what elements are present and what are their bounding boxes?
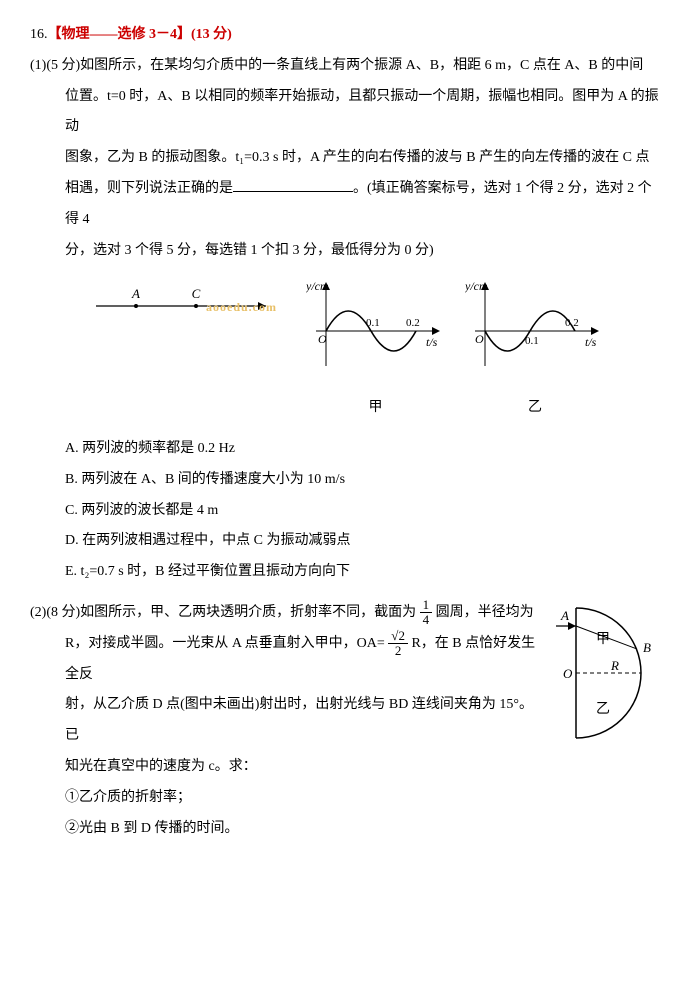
q2-sub1: ①乙介质的折射率； bbox=[30, 783, 661, 814]
tick2-yi: 0.2 bbox=[565, 317, 579, 329]
q2-l2a: R，对接成半圆。一光束从 A 点垂直射入甲中，OA= bbox=[65, 636, 385, 651]
diag-B: B bbox=[643, 640, 651, 655]
diag-jia: 甲 bbox=[596, 632, 610, 647]
tick1-jia: 0.1 bbox=[366, 317, 380, 329]
diag-O: O bbox=[563, 666, 573, 681]
label-A: A bbox=[131, 286, 140, 301]
origin-yi: O bbox=[475, 332, 484, 346]
opt-C: C. 两列波的波长都是 4 m bbox=[30, 496, 661, 527]
watermark: aooedu.com bbox=[206, 294, 277, 320]
q2-block: A B O R 甲 乙 (2)(8 分)如图所示，甲、乙两块透明介质，折射率不同… bbox=[30, 598, 661, 844]
q1-line5: 分，选对 3 个得 5 分，每选错 1 个扣 3 分，最低得分为 0 分) bbox=[30, 236, 661, 267]
question-header: 16.【物理——选修 3－4】(13 分) bbox=[30, 20, 661, 51]
tick1-yi: 0.1 bbox=[525, 335, 539, 347]
line-diagram: A C aooedu.com bbox=[86, 276, 286, 349]
frac-sqrt: √22 bbox=[388, 629, 408, 659]
xlabel-jia: t/s bbox=[426, 335, 438, 349]
q1-line4: 相遇，则下列说法正确的是。(填正确答案标号，选对 1 个得 2 分，选对 2 个… bbox=[30, 174, 661, 236]
q1-line1: (1)(5 分)如图所示，在某均匀介质中的一条直线上有两个振源 A、B，相距 6… bbox=[30, 51, 661, 82]
q-title: 【物理——选修 3－4】(13 分) bbox=[48, 27, 232, 42]
semicircle-svg: A B O R 甲 乙 bbox=[551, 598, 661, 748]
opt-D: D. 在两列波相遇过程中，中点 C 为振动减弱点 bbox=[30, 526, 661, 557]
q2-sub2: ②光由 B 到 D 传播的时间。 bbox=[30, 814, 661, 845]
origin-jia: O bbox=[318, 332, 327, 346]
q2-l1b: 圆周，半径均为 bbox=[436, 605, 534, 620]
xlabel-yi: t/s bbox=[585, 335, 597, 349]
q1-block: (1)(5 分)如图所示，在某均匀介质中的一条直线上有两个振源 A、B，相距 6… bbox=[30, 51, 661, 588]
q1-line4a: 相遇，则下列说法正确的是 bbox=[65, 181, 233, 196]
ylabel-yi: y/cm bbox=[465, 279, 488, 293]
caption-yi: 乙 bbox=[465, 393, 605, 424]
frac-quarter: 14 bbox=[420, 598, 433, 628]
label-C: C bbox=[192, 286, 201, 301]
caption-jia: 甲 bbox=[306, 393, 446, 424]
q1-line2: 位置。t=0 时，A、B 以相同的频率开始振动，且都只振动一个周期，振幅也相同。… bbox=[30, 82, 661, 144]
q2-l1a: (2)(8 分)如图所示，甲、乙两块透明介质，折射率不同，截面为 bbox=[30, 605, 416, 620]
figure-row: A C aooedu.com y/cm t/s 0.1 0.2 O 甲 bbox=[30, 276, 661, 424]
opt-A: A. 两列波的频率都是 0.2 Hz bbox=[30, 434, 661, 465]
graph-yi: y/cm t/s 0.1 0.2 O 乙 bbox=[465, 276, 605, 424]
diag-R: R bbox=[610, 658, 619, 673]
ylabel-jia: y/cm bbox=[306, 279, 329, 293]
graph-yi-svg: y/cm t/s 0.1 0.2 O bbox=[465, 276, 605, 376]
diag-yi: 乙 bbox=[596, 701, 610, 717]
opt-B: B. 两列波在 A、B 间的传播速度大小为 10 m/s bbox=[30, 465, 661, 496]
answer-blank[interactable] bbox=[233, 177, 353, 192]
diag-A: A bbox=[560, 608, 569, 623]
tick2-jia: 0.2 bbox=[406, 317, 420, 329]
opt-E: E. t₂=0.7 s 时，B 经过平衡位置且振动方向向下 bbox=[30, 557, 661, 588]
graph-jia-svg: y/cm t/s 0.1 0.2 O bbox=[306, 276, 446, 376]
graph-jia: y/cm t/s 0.1 0.2 O 甲 bbox=[306, 276, 446, 424]
semicircle-diagram: A B O R 甲 乙 bbox=[551, 598, 661, 761]
q-number: 16. bbox=[30, 27, 48, 42]
q1-line3: 图象，乙为 B 的振动图象。t₁=0.3 s 时，A 产生的向右传播的波与 B … bbox=[30, 143, 661, 174]
